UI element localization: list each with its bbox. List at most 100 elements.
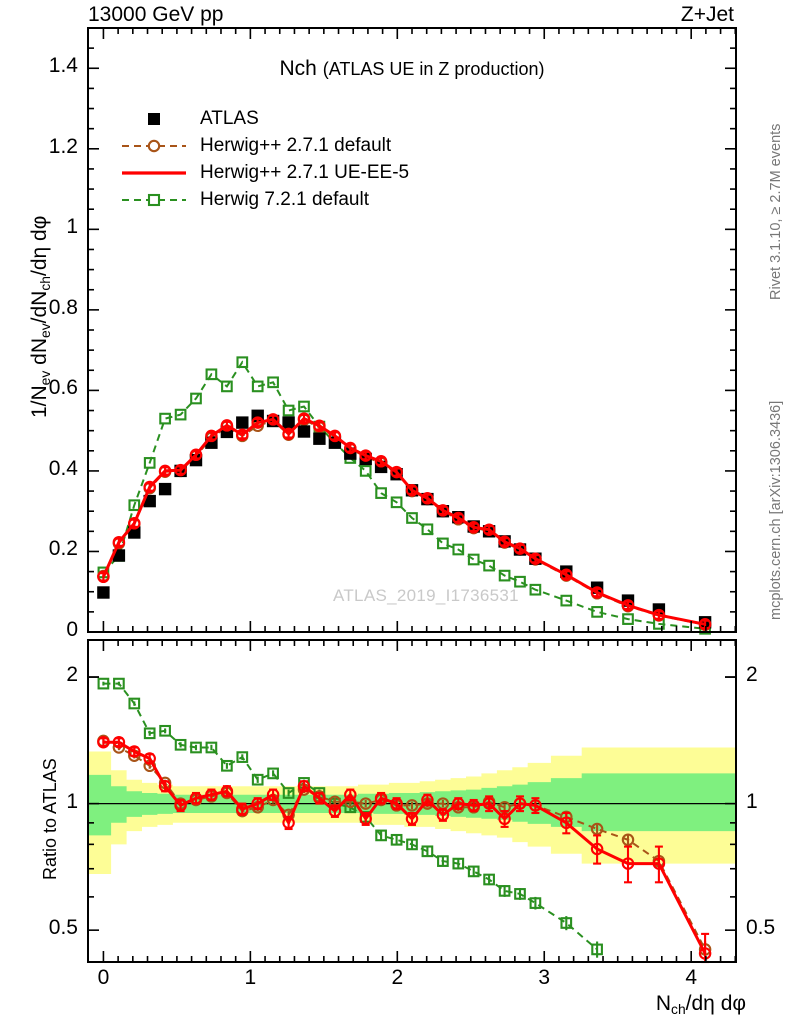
main-marker-herwigpp-ueee5	[313, 419, 326, 433]
analysis-id-watermark: ATLAS_2019_I1736531	[333, 586, 519, 605]
main-marker-herwig7	[375, 487, 387, 499]
ratio-marker-herwig7	[452, 857, 465, 870]
main-marker-herwigpp-ueee5	[359, 449, 372, 462]
main-marker-herwigpp-ueee5	[97, 570, 110, 584]
ratio-marker-herwigpp-ueee5	[513, 797, 527, 810]
main-marker-atlas	[158, 482, 172, 496]
ratio-marker-herwig7	[467, 865, 480, 878]
main-marker-herwigpp-ueee5	[236, 428, 249, 441]
y-tick-label-main: 1.2	[48, 134, 78, 158]
ratio-marker-herwigpp-ueee5	[158, 779, 172, 793]
ratio-marker-herwig7	[205, 741, 218, 754]
ratio-marker-herwigpp-ueee5	[560, 816, 573, 830]
ratio-marker-herwigpp-ueee5	[297, 779, 311, 793]
legend-item: ATLAS	[120, 105, 409, 132]
ratio-marker-herwigpp-ueee5	[220, 785, 234, 798]
legend-label: Herwig++ 2.7.1 default	[200, 134, 392, 156]
main-marker-herwigpp-ueee5	[344, 441, 357, 455]
ratio-marker-herwigpp-ueee5	[374, 791, 388, 805]
ratio-marker-herwigpp-ueee5	[328, 804, 342, 818]
main-marker-herwigpp-ueee5	[297, 412, 311, 425]
main-marker-herwig7	[143, 457, 156, 469]
y-tick-label-ratio-right: 2	[746, 663, 758, 687]
ratio-marker-herwig7	[529, 897, 542, 909]
ratio-marker-herwig7	[113, 677, 125, 690]
ratio-marker-herwig7	[159, 724, 171, 737]
ratio-marker-herwigpp-ueee5	[421, 793, 434, 807]
main-marker-herwig7	[421, 523, 434, 536]
ratio-marker-herwigpp-ueee5	[482, 797, 496, 810]
ratio-marker-herwig7	[390, 833, 403, 846]
ratio-curve-herwigpp-ueee5	[103, 740, 707, 955]
ratio-marker-herwigpp-ueee5	[621, 857, 635, 870]
main-marker-herwig7	[190, 392, 202, 405]
ratio-marker-herwigpp-ueee5	[112, 735, 126, 749]
ratio-marker-herwig7	[560, 917, 573, 929]
x-tick-label: 4	[685, 966, 698, 989]
ratio-marker-herwigpp-ueee5	[436, 808, 450, 822]
ratio-marker-herwigpp-ueee5	[189, 791, 203, 805]
main-marker-herwigpp-ueee5	[390, 465, 403, 479]
main-marker-herwigpp-ueee5	[590, 586, 604, 599]
ratio-marker-herwig7	[282, 787, 295, 799]
main-marker-herwigpp-ueee5	[621, 599, 635, 612]
x-axis-label: Nch/dη dφ	[655, 992, 746, 1017]
ratio-marker-herwig7	[221, 759, 233, 772]
plot-title-paren: (ATLAS UE in Z production)	[322, 59, 545, 79]
main-marker-herwigpp-ueee5	[467, 521, 480, 534]
x-tick-label: 1	[244, 966, 257, 989]
main-marker-herwigpp-ueee5	[421, 492, 434, 505]
ratio-marker-herwigpp-ueee5	[498, 812, 511, 826]
main-marker-herwigpp-ueee5	[143, 480, 156, 494]
x-tick-label: 3	[538, 966, 551, 989]
legend-key-solid-line	[120, 161, 188, 185]
legend-label: ATLAS	[200, 107, 259, 129]
main-marker-herwigpp-ueee5	[112, 535, 126, 549]
y-tick-label-main: 0.2	[48, 537, 78, 561]
main-marker-atlas	[236, 416, 249, 429]
ratio-marker-herwigpp-ueee5	[390, 797, 403, 810]
header-beam-energy: 13000 GeV pp	[88, 3, 224, 26]
y-tick-label-ratio: 2	[66, 663, 78, 687]
main-marker-herwig7	[406, 512, 418, 524]
ratio-marker-herwig7	[190, 741, 202, 754]
main-marker-atlas	[282, 416, 295, 429]
y-tick-label-main: 0.4	[48, 456, 78, 480]
main-marker-herwigpp-ueee5	[174, 463, 187, 477]
main-marker-herwigpp-ueee5	[374, 455, 388, 468]
main-marker-herwig7	[467, 553, 480, 566]
ratio-marker-herwigpp-ueee5	[282, 816, 295, 830]
ratio-marker-herwigpp-default	[405, 799, 419, 812]
main-marker-herwig7	[298, 400, 310, 413]
main-marker-herwigpp-ueee5	[220, 419, 234, 432]
ratio-marker-herwigpp-ueee5	[590, 842, 604, 856]
main-marker-herwigpp-ueee5	[251, 416, 264, 429]
ratio-marker-herwigpp-ueee5	[236, 802, 249, 816]
main-marker-herwigpp-ueee5	[266, 413, 280, 426]
ratio-marker-herwigpp-ueee5	[344, 788, 357, 801]
ratio-marker-herwigpp-ueee5	[143, 752, 156, 765]
ratio-marker-herwig7	[375, 829, 387, 842]
main-marker-herwigpp-ueee5	[652, 608, 666, 622]
y-tick-label-main: 0.8	[48, 295, 78, 319]
x-tick-label: 2	[391, 966, 404, 989]
ratio-marker-herwig7	[251, 773, 264, 786]
main-marker-herwig7	[483, 559, 495, 572]
main-marker-herwig7	[174, 408, 187, 421]
ratio-marker-herwigpp-default	[621, 833, 635, 847]
y-tick-label-main: 0.6	[48, 376, 78, 400]
legend: ATLAS Herwig++ 2.7.1 default Herwig++ 2.7.…	[120, 105, 409, 213]
main-marker-herwigpp-ueee5	[328, 429, 342, 443]
main-marker-herwigpp-ueee5	[452, 511, 465, 525]
ratio-marker-herwigpp-ueee5	[251, 797, 264, 810]
legend-key-dashed-open-square	[120, 188, 188, 212]
main-marker-herwig7	[267, 376, 279, 389]
ratio-marker-herwigpp-default	[359, 797, 372, 810]
main-marker-herwig7	[529, 583, 542, 596]
legend-label: Herwig++ 2.7.1 UE-EE-5	[200, 161, 410, 183]
legend-item: Herwig++ 2.7.1 UE-EE-5	[120, 159, 409, 186]
ratio-marker-herwig7	[437, 855, 449, 867]
ratio-marker-herwig7	[267, 767, 279, 780]
main-marker-herwig7	[514, 575, 526, 588]
main-marker-herwig7	[221, 380, 233, 393]
